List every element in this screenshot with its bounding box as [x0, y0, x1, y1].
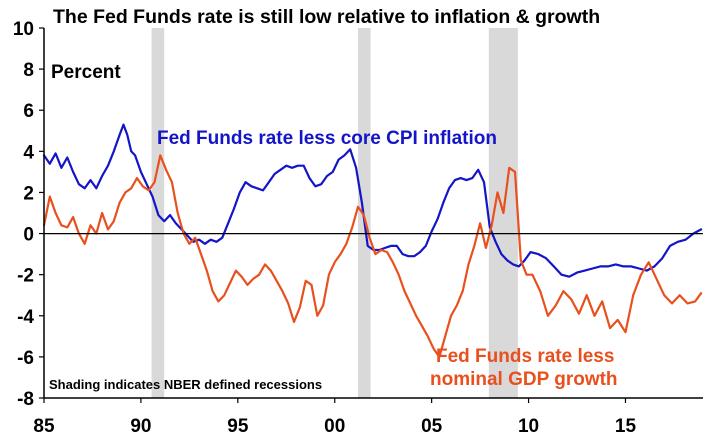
series-label-gdp-line1: Fed Funds rate less	[436, 346, 614, 367]
x-tick-label: 15	[615, 416, 637, 437]
recession-note: Shading indicates NBER defined recession…	[49, 377, 322, 392]
x-tick-label: 05	[421, 416, 443, 437]
axes-layer	[43, 28, 703, 399]
x-tick-label: 00	[324, 416, 345, 437]
series-layer	[42, 123, 703, 358]
x-tick-label: 95	[227, 416, 249, 437]
series-line-gdp	[42, 154, 703, 358]
y-tick-label: -6	[17, 348, 34, 369]
y-tick-label: 8	[23, 60, 34, 81]
ticks-layer: -8 -6 -4 -2 0 2 4 6 8 10 85 90 95 00 05 10 15	[13, 19, 637, 437]
y-tick-label: 2	[23, 183, 34, 204]
series-line-core-cpi	[42, 123, 703, 278]
y-tick-label: -2	[17, 266, 34, 287]
series-label-core-cpi: Fed Funds rate less core CPI inflation	[157, 128, 497, 149]
y-tick-label: -8	[17, 389, 34, 410]
y-tick-label: 0	[23, 225, 34, 246]
recession-shading-layer	[151, 28, 518, 398]
chart-title: The Fed Funds rate is still low relative…	[53, 6, 600, 28]
y-axis-unit-label: Percent	[51, 62, 121, 83]
y-tick-label: 4	[23, 142, 34, 163]
y-tick-label: 10	[13, 19, 34, 40]
x-tick-label: 10	[518, 416, 539, 437]
x-tick-label: 85	[33, 416, 55, 437]
x-tick-label: 90	[130, 416, 151, 437]
series-label-gdp-line2: nominal GDP growth	[430, 369, 618, 390]
y-tick-label: -4	[17, 307, 34, 328]
y-tick-label: 6	[23, 101, 34, 122]
